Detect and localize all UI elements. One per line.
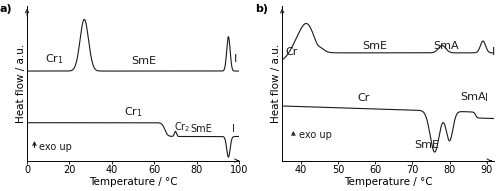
Text: SmA: SmA: [433, 41, 458, 51]
Y-axis label: Heat flow / a.u.: Heat flow / a.u.: [271, 44, 281, 123]
Text: I: I: [492, 47, 496, 57]
X-axis label: Temperature / °C: Temperature / °C: [344, 177, 432, 187]
Y-axis label: Heat flow / a.u.: Heat flow / a.u.: [16, 44, 26, 123]
Text: SmA: SmA: [460, 91, 486, 102]
Text: exo up: exo up: [299, 130, 332, 140]
Text: exo up: exo up: [38, 142, 72, 152]
Text: Cr$_1$: Cr$_1$: [46, 52, 64, 66]
Text: Cr: Cr: [286, 47, 298, 57]
Text: SmE: SmE: [362, 41, 388, 51]
Text: Cr$_2$: Cr$_2$: [174, 120, 191, 134]
Text: a): a): [0, 4, 12, 14]
Text: I: I: [234, 54, 237, 64]
Text: I: I: [485, 93, 488, 103]
Text: SmE: SmE: [131, 56, 156, 66]
Text: SmE: SmE: [190, 124, 212, 134]
Text: b): b): [254, 4, 268, 14]
Text: Cr: Cr: [358, 93, 370, 103]
Text: SmE: SmE: [414, 140, 440, 150]
X-axis label: Temperature / °C: Temperature / °C: [88, 177, 178, 187]
Text: Cr$_1$: Cr$_1$: [124, 105, 142, 119]
Text: I: I: [232, 124, 234, 134]
